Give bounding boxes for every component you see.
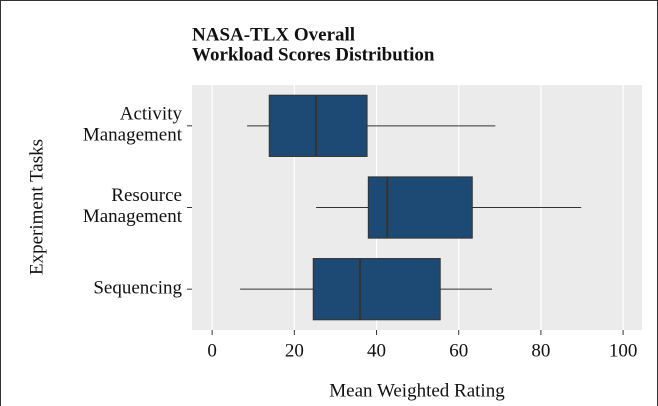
x-axis-label: Mean Weighted Rating [329, 380, 505, 401]
y-tick-label: Resource Management [83, 185, 183, 227]
y-tick-label: Sequencing [93, 278, 182, 299]
x-tick-label: 40 [367, 340, 386, 361]
x-tick-label: 20 [285, 340, 304, 361]
y-tick-label: Activity Management [83, 104, 183, 146]
chart-title: Workload Scores Distribution [192, 44, 435, 65]
x-tick-label: 60 [449, 340, 468, 361]
x-tick-label: 100 [609, 340, 638, 361]
y-axis-label: Experiment Tasks [26, 139, 47, 275]
box [367, 176, 473, 239]
box [268, 94, 368, 157]
x-tick-label: 0 [207, 340, 217, 361]
box [312, 258, 441, 321]
chart-title: NASA-TLX Overall [192, 24, 355, 45]
x-tick-label: 80 [531, 340, 550, 361]
